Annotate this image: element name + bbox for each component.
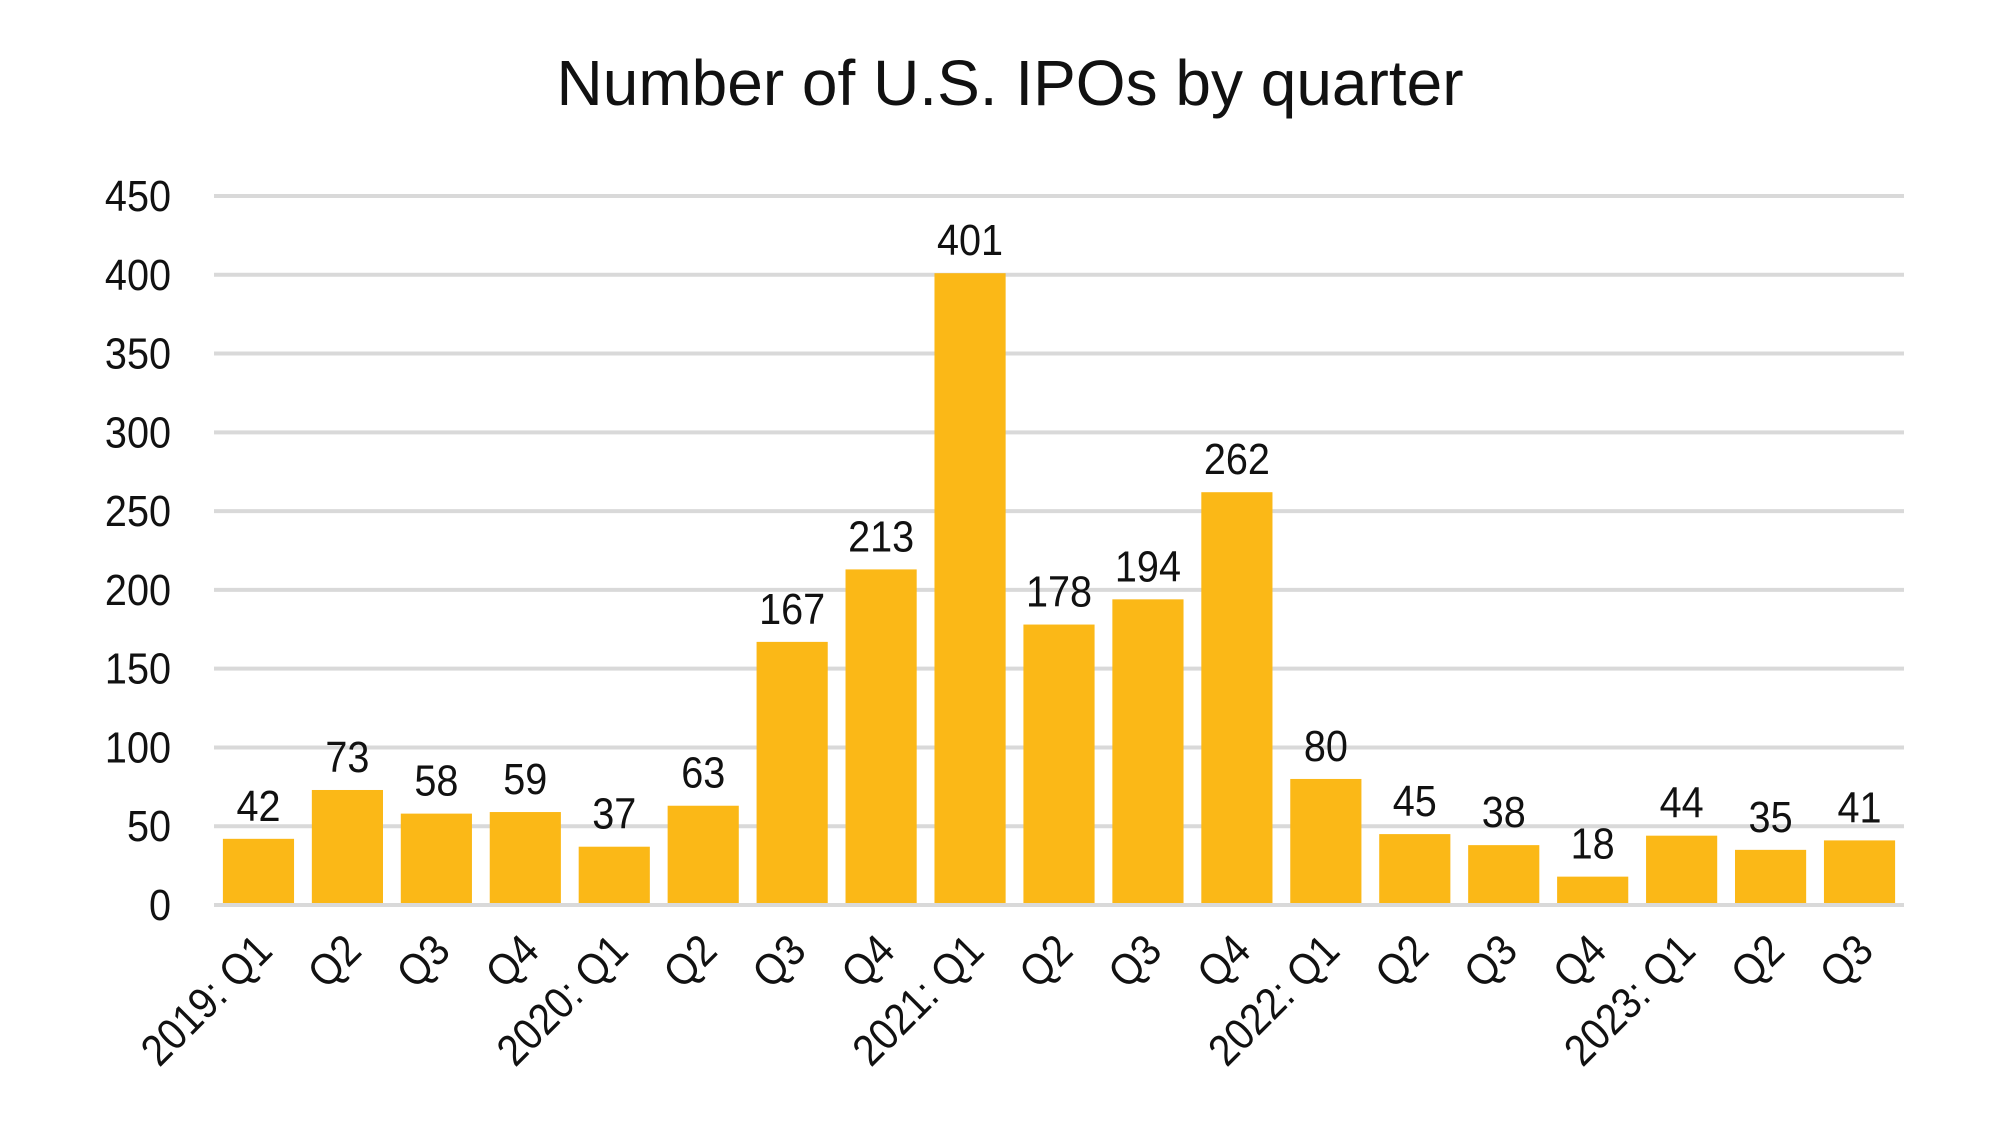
bar [489,812,561,903]
data-label: 42 [236,781,280,830]
y-tick-label: 300 [105,407,171,456]
chart-title: Number of U.S. IPOs by quarter [556,47,1464,119]
x-tick-label: Q4 [832,925,904,997]
data-label: 38 [1482,787,1526,836]
x-tick-label: Q3 [1454,925,1526,997]
bar [1823,840,1896,903]
data-label: 37 [592,789,636,838]
bar [845,569,917,903]
data-label: 178 [1026,567,1092,616]
bar [400,813,472,903]
x-tick-label: Q3 [743,925,815,997]
data-label: 63 [681,748,725,797]
data-label: 167 [759,584,825,633]
y-tick-label: 450 [105,171,171,220]
data-label: 73 [325,732,369,781]
y-tick-label: 200 [105,565,171,614]
y-tick-label: 100 [105,722,171,771]
x-tick-label: Q4 [1543,925,1615,997]
x-tick-label: Q3 [1810,925,1882,997]
x-tick-label: Q4 [1187,925,1259,997]
bar [1468,845,1540,903]
data-label: 194 [1115,541,1181,590]
data-label: 35 [1749,792,1793,841]
x-tick-label: Q3 [387,925,459,997]
x-tick-label: Q3 [1098,925,1170,997]
y-tick-label: 400 [105,250,171,299]
y-tick-label: 250 [105,486,171,535]
x-tick-label: Q2 [298,925,370,997]
data-label: 213 [848,511,914,560]
x-tick-label: Q2 [654,925,726,997]
data-label: 44 [1660,778,1704,827]
bar [1735,849,1807,903]
bar [1201,492,1273,903]
y-tick-label: 50 [127,801,171,850]
bar [578,846,650,903]
bar [667,805,739,903]
bar [1290,778,1362,903]
y-tick-label: 0 [149,880,171,929]
data-label: 401 [937,215,1003,264]
bar [1023,624,1095,903]
bar [1112,599,1184,903]
x-tick-label: Q2 [1721,925,1793,997]
bar [311,789,383,903]
x-tick-label: Q4 [476,925,548,997]
x-tick-label: Q2 [1009,925,1081,997]
bar [1379,834,1451,903]
data-label: 18 [1571,819,1615,868]
bar [756,641,828,903]
bar [222,838,295,903]
y-tick-label: 350 [105,329,171,378]
x-tick-label: 2019: Q1 [131,925,281,1075]
bar [1557,876,1629,903]
data-label: 262 [1204,434,1270,483]
bar [934,273,1006,903]
data-label: 58 [414,756,458,805]
data-label: 41 [1838,782,1882,831]
data-label: 45 [1393,776,1437,825]
bar [1646,835,1718,903]
x-tick-label: Q2 [1365,925,1437,997]
data-label: 80 [1304,721,1348,770]
data-label: 59 [503,754,547,803]
y-tick-label: 150 [105,644,171,693]
